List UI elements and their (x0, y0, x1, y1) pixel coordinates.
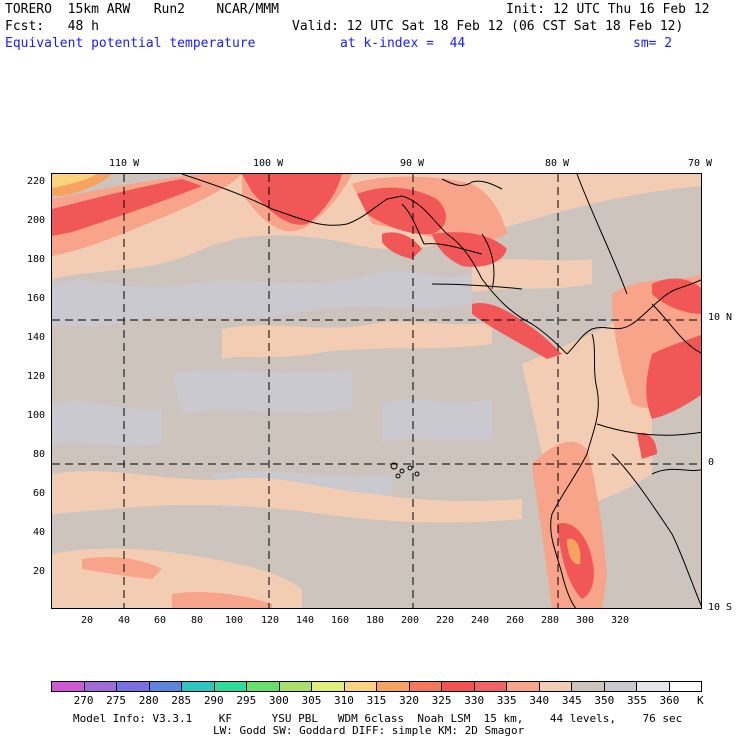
physics-info: LW: Godd SW: Goddard DIFF: simple KM: 2D… (213, 724, 525, 737)
colorbar-swatch (409, 682, 442, 691)
colorbar-swatch (279, 682, 312, 691)
colorbar-swatch (572, 682, 605, 691)
colorbar-label: 305 (301, 694, 322, 707)
valid-time: Valid: 12 UTC Sat 18 Feb 12 (06 CST Sat … (292, 19, 684, 34)
lat-label-10s: 10 S (708, 602, 733, 613)
x-tick: 260 (506, 615, 525, 626)
colorbar-swatch (214, 682, 247, 691)
colorbar-label: 345 (561, 694, 582, 707)
galapagos-islands (390, 462, 420, 479)
init-time: Init: 12 UTC Thu 16 Feb 12 (506, 2, 710, 17)
colorbar-swatch (442, 682, 475, 691)
colorbar-label: 315 (366, 694, 387, 707)
colorbar-swatch (149, 682, 182, 691)
x-tick: 180 (366, 615, 385, 626)
theta-e-map (51, 173, 702, 609)
colorbar-swatch (507, 682, 540, 691)
x-tick: 280 (541, 615, 560, 626)
colorbar-swatch (604, 682, 637, 691)
x-tick: 140 (296, 615, 315, 626)
colorbar-swatch (52, 682, 85, 691)
andes-warm-patch (567, 538, 581, 565)
model-info: Model Info: V3.3.1 KF YSU PBL WDM 6class… (73, 712, 683, 725)
colorbar-swatch (377, 682, 410, 691)
x-tick: 160 (331, 615, 350, 626)
colorbar-label: 270 (73, 694, 94, 707)
lat-label-0: 0 (708, 457, 715, 468)
colorbar-swatch (84, 682, 117, 691)
warmest-patch (52, 174, 97, 188)
y-tick: 200 (26, 215, 45, 226)
colorbar-label: 340 (529, 694, 550, 707)
colorbar-swatch (474, 682, 507, 691)
colorbar-label: 280 (138, 694, 159, 707)
lon-label-80w: 80 W (545, 158, 570, 169)
x-tick: 100 (225, 615, 244, 626)
colorbar-label: 330 (464, 694, 485, 707)
lat-label-10n: 10 N (708, 312, 733, 323)
y-tick: 80 (32, 449, 45, 460)
lon-label-100w: 100 W (253, 158, 284, 169)
x-tick: 320 (611, 615, 630, 626)
colorbar-label: 360 (659, 694, 680, 707)
y-tick: 160 (26, 293, 45, 304)
lon-label-110w: 110 W (109, 158, 140, 169)
x-tick: 120 (261, 615, 280, 626)
colorbar-label: 310 (334, 694, 354, 707)
colorbar-swatch (247, 682, 280, 691)
level-index: at k-index = 44 (340, 36, 466, 51)
x-tick: 20 (81, 615, 94, 626)
y-tick: 140 (26, 332, 45, 343)
x-tick: 40 (118, 615, 131, 626)
colorbar-swatch (312, 682, 345, 691)
y-tick: 100 (26, 410, 45, 421)
y-tick: 120 (26, 371, 45, 382)
colorbar-label: 355 (626, 694, 647, 707)
colorbar (51, 681, 702, 692)
y-tick: 180 (26, 254, 45, 265)
lon-label-70w: 70 W (688, 158, 713, 169)
lat-lon-grid (52, 174, 701, 608)
field-name: Equivalent potential temperature (5, 36, 256, 51)
colorbar-label: 300 (268, 694, 289, 707)
colorbar-swatch (539, 682, 572, 691)
colorbar-label: 295 (236, 694, 257, 707)
y-tick: 60 (32, 488, 45, 499)
y-tick: 220 (26, 176, 45, 187)
x-tick: 60 (154, 615, 167, 626)
x-tick: 240 (471, 615, 490, 626)
colorbar-unit: K (697, 694, 704, 707)
colorbar-label: 285 (171, 694, 192, 707)
y-tick: 40 (32, 527, 45, 538)
lon-label-90w: 90 W (400, 158, 425, 169)
colorbar-label: 350 (594, 694, 615, 707)
colorbar-label: 290 (203, 694, 224, 707)
theta-e-field (52, 174, 701, 608)
colorbar-label: 325 (431, 694, 452, 707)
coastlines (181, 174, 701, 608)
hot-areas (52, 174, 701, 599)
colorbar-label: 320 (399, 694, 419, 707)
colorbar-swatch (117, 682, 150, 691)
smoothing-value: sm= 2 (633, 36, 673, 51)
model-run-title: TORERO 15km ARW Run2 NCAR/MMM (5, 2, 279, 17)
colorbar-label: 275 (106, 694, 127, 707)
colorbar-swatch (182, 682, 215, 691)
x-tick: 200 (401, 615, 420, 626)
forecast-hour: Fcst: 48 h (5, 19, 99, 34)
colorbar-swatch (344, 682, 377, 691)
colorbar-label: 335 (496, 694, 517, 707)
x-tick: 220 (436, 615, 455, 626)
y-tick: 20 (32, 566, 45, 577)
x-tick: 80 (191, 615, 204, 626)
colorbar-swatch (669, 682, 701, 691)
x-tick: 300 (576, 615, 595, 626)
colorbar-swatch (637, 682, 670, 691)
